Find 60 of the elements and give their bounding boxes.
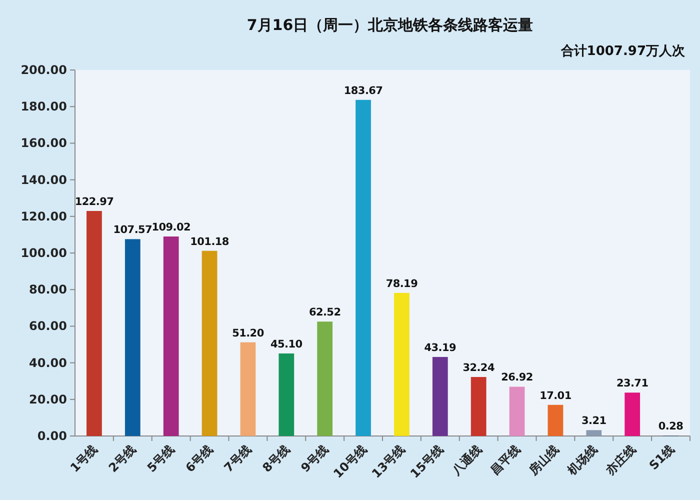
data-label: 122.97 (74, 196, 114, 208)
data-label: 26.92 (501, 372, 533, 384)
data-label: 101.18 (190, 236, 229, 248)
data-label: 3.21 (582, 415, 606, 428)
y-tick-label: 40.00 (29, 356, 67, 370)
y-tick-label: 20.00 (29, 392, 67, 406)
y-tick-label: 160.00 (20, 136, 67, 150)
x-tick-label: 机场线 (564, 442, 600, 478)
x-tick-label: 10号线 (330, 442, 370, 481)
x-tick-label: 1号线 (68, 442, 100, 476)
data-label: 109.02 (152, 221, 190, 234)
bar (509, 386, 525, 436)
data-label: 62.52 (308, 306, 341, 319)
x-tick-label: 八通线 (448, 442, 485, 478)
y-tick-label: 0.00 (37, 429, 67, 443)
x-tick-label: 7号线 (221, 442, 254, 476)
bar (394, 292, 410, 436)
data-label: 17.01 (540, 390, 572, 402)
bar (317, 322, 333, 436)
y-tick-label: 100.00 (20, 246, 67, 260)
chart-title: 7月16日（周一）北京地铁各条线路客运量 (246, 16, 534, 34)
x-tick-label: 8号线 (260, 442, 293, 476)
bar (202, 250, 218, 436)
bar (586, 430, 602, 436)
data-label: 78.19 (386, 278, 418, 290)
x-tick-label: 亦庄线 (602, 442, 638, 478)
y-tick-label: 200.00 (20, 63, 67, 77)
y-tick-label: 120.00 (20, 209, 67, 224)
data-label: 23.71 (616, 378, 648, 390)
y-tick-label: 60.00 (29, 319, 67, 334)
data-label: 183.67 (344, 84, 383, 97)
data-label: 45.10 (270, 338, 302, 350)
bar (356, 100, 371, 436)
x-tick-label: 9号线 (298, 442, 331, 476)
y-tick-label: 140.00 (20, 172, 67, 187)
data-label: 0.28 (658, 420, 684, 432)
bar (278, 353, 294, 436)
x-tick-label: 2号线 (106, 442, 139, 476)
bar (240, 342, 256, 436)
bar (548, 404, 564, 436)
x-tick-label: 15号线 (408, 442, 446, 481)
bar (86, 210, 102, 436)
bar (432, 356, 448, 436)
bar (624, 392, 640, 436)
y-tick-label: 180.00 (20, 100, 67, 114)
x-tick-label: 6号线 (182, 442, 216, 476)
x-tick-label: 5号线 (144, 442, 178, 476)
bar (470, 377, 486, 436)
text: 合计1007.97万人次 (560, 43, 686, 59)
x-tick-label: 房山线 (526, 442, 562, 478)
x-tick-label: 昌平线 (488, 442, 524, 478)
bar (124, 239, 140, 436)
x-tick-label: 13号线 (369, 442, 408, 481)
data-label: 32.24 (462, 362, 494, 374)
y-tick-label: 80.00 (29, 282, 67, 297)
data-label: 107.57 (113, 224, 152, 236)
data-label: 51.20 (232, 327, 264, 340)
bar (163, 236, 179, 436)
data-label: 43.19 (424, 342, 456, 354)
x-tick-label: S1线 (646, 442, 677, 473)
